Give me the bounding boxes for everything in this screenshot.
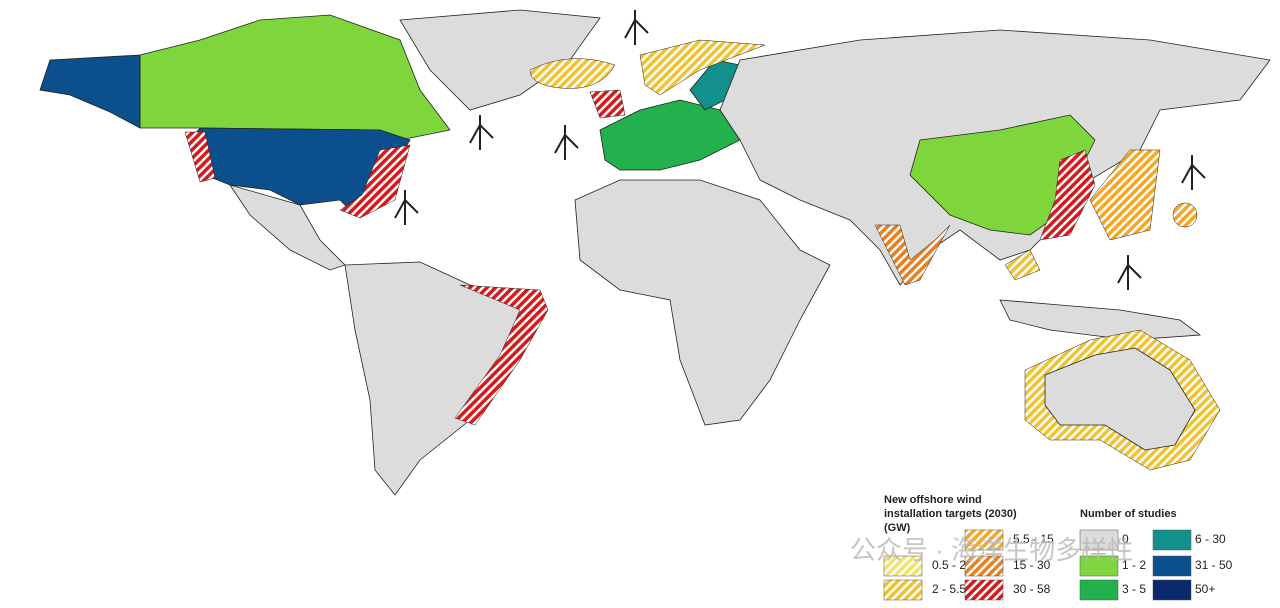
australia [1044,347,1196,451]
japan-hatch [1089,149,1161,241]
india-hatch [874,224,951,286]
africa [574,179,831,426]
legend-swatch [1079,529,1119,551]
watermark: 公众号 · 海洋生物多样性 [850,535,1133,565]
brazil-coast-hatch [454,284,549,426]
legend: New offshore wind installation targets (2… [883,494,1233,601]
mexico [229,184,346,271]
vietnam-hatch [1004,249,1041,281]
us-coast-hatch [184,131,411,219]
legend-swatch [1079,555,1119,577]
legend-swatch [883,579,923,601]
europe [599,99,741,171]
legend-label: 2 - 5.5 [932,582,966,596]
europe-hatch [529,39,766,96]
europe-red-hatch [589,89,626,119]
island-hatch [1172,202,1198,228]
legend-swatch [1152,529,1192,551]
legend-swatch [964,579,1004,601]
legend-title: New offshore wind [884,494,982,506]
south-america [344,261,531,496]
alaska [39,54,141,129]
legend-swatch [1152,555,1192,577]
indonesia [999,299,1202,341]
legend-swatch [964,529,1004,551]
legend-label: 15 - 30 [1013,558,1051,572]
legend-title: (GW) [884,522,911,534]
east-asia-red-hatch [1039,149,1096,241]
legend-label: 31 - 50 [1195,558,1233,572]
turbine-icons [394,10,1206,290]
legend-swatch [1079,579,1119,601]
legend-label: 50+ [1195,582,1215,596]
legend-label: 3 - 5 [1122,582,1146,596]
legend-swatch [964,555,1004,577]
legend-title: Number of studies [1080,508,1177,520]
legend-label: 6 - 30 [1195,532,1226,546]
legend-label: 5.5 - 15 [1013,532,1054,546]
legend-swatch [1152,579,1192,601]
legend-label: 30 - 58 [1013,582,1051,596]
legend-label: 0 [1122,532,1129,546]
legend-title: installation targets (2030) [884,508,1017,520]
legend-label: 0.5 - 2 [932,558,966,572]
canada [139,14,451,141]
legend-swatch [883,555,923,577]
legend-label: 1 - 2 [1122,558,1146,572]
